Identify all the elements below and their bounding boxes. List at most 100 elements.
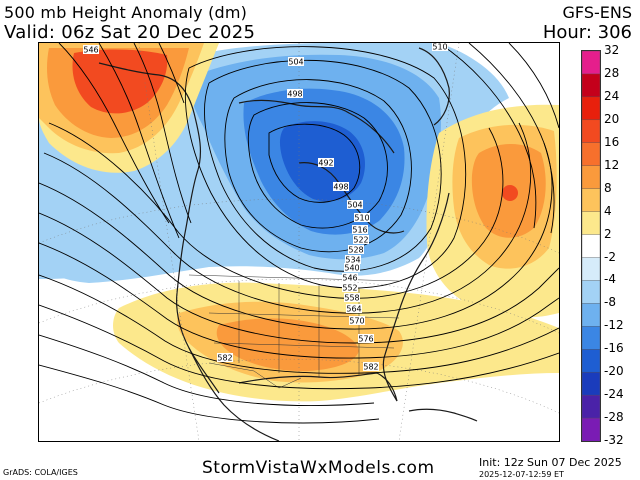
- chart-title: 500 mb Height Anomaly (dm): [4, 3, 248, 22]
- colorbar-swatch: [582, 96, 600, 121]
- colorbar-swatch: [582, 303, 600, 327]
- svg-text:510: 510: [354, 214, 369, 223]
- coastline-greenland: [418, 47, 450, 126]
- warm-anomaly-atlantic-red: [502, 185, 518, 201]
- coastline-gulf: [238, 372, 398, 402]
- contour-9: [39, 212, 559, 344]
- svg-text:510: 510: [432, 43, 447, 52]
- contour-label: 546: [342, 273, 358, 283]
- coastline-west: [98, 62, 220, 394]
- svg-text:546: 546: [83, 46, 98, 55]
- svg-text:582: 582: [363, 363, 378, 372]
- colorbar-swatch: [582, 280, 600, 305]
- colorbar-label: -8: [604, 295, 616, 310]
- valid-time: Valid: 06z Sat 20 Dec 2025: [4, 22, 256, 43]
- contour-14: [39, 364, 380, 424]
- contour-6: [48, 122, 504, 299]
- contour-5: [184, 46, 467, 289]
- svg-text:498: 498: [333, 183, 348, 192]
- map-svg: 546 504 498 492 498 504 510 516: [39, 43, 559, 441]
- colorbar-label: -16: [604, 341, 624, 356]
- contour-label: 510: [354, 213, 370, 223]
- contour-7: [43, 122, 532, 314]
- contour-label: 510: [432, 43, 448, 52]
- svg-text:528: 528: [348, 246, 363, 255]
- contour-label: 582: [217, 353, 233, 363]
- svg-text:522: 522: [353, 236, 368, 245]
- colorbar-swatch: [582, 371, 600, 396]
- border-state-e: [208, 312, 400, 319]
- contour-label: 570: [349, 316, 365, 326]
- colorbar-label: -2: [604, 249, 616, 264]
- contour-19: [438, 43, 537, 229]
- coastline-east: [382, 192, 450, 402]
- contour-10: [39, 242, 559, 359]
- colorbar-swatch: [582, 142, 600, 167]
- cool-anomaly-light-west: [39, 133, 131, 279]
- colorbar-swatch: [582, 417, 600, 441]
- colorbar-swatch: [582, 119, 600, 144]
- colorbar-swatch: [582, 73, 600, 98]
- contour-label: 558: [344, 293, 360, 303]
- svg-text:558: 558: [344, 294, 359, 303]
- contour-16: [98, 43, 180, 239]
- colorbar-swatch: [582, 165, 600, 190]
- colorbar-swatch: [582, 188, 600, 213]
- border-state-f: [213, 342, 395, 349]
- contour-label: 498: [333, 182, 349, 192]
- svg-text:540: 540: [344, 264, 359, 273]
- svg-text:552: 552: [342, 284, 357, 293]
- coastline-arctic: [238, 99, 395, 154]
- init-time: Init: 12z Sun 07 Dec 2025: [479, 456, 622, 469]
- generated-timestamp: 2025-12-07-12:59 ET: [479, 470, 564, 479]
- contour-label: 492: [318, 158, 334, 168]
- colorbar-swatch: [582, 326, 600, 350]
- colorbar-swatch: [582, 257, 600, 282]
- svg-text:546: 546: [342, 274, 357, 283]
- svg-text:576: 576: [358, 335, 373, 344]
- contour-13: [39, 334, 375, 406]
- contour-18: [158, 43, 185, 104]
- contour-label: 498: [287, 89, 303, 99]
- border-us-canada: [188, 274, 400, 282]
- colorbar-label: 8: [604, 180, 612, 195]
- contour-label: 534: [345, 255, 361, 265]
- svg-text:516: 516: [352, 226, 367, 235]
- height-contours: [39, 43, 559, 424]
- colorbar-label: 16: [604, 134, 620, 149]
- colorbar-label: 20: [604, 111, 620, 126]
- model-name: GFS-ENS: [562, 3, 632, 22]
- anomaly-colorbar: [581, 50, 601, 442]
- contour-11: [39, 274, 559, 374]
- contour-12: [39, 304, 559, 390]
- contour-label: 564: [346, 304, 362, 314]
- contour-21: [508, 43, 559, 129]
- contour-15: [58, 43, 170, 224]
- svg-text:492: 492: [318, 159, 333, 168]
- contour-17: [133, 43, 192, 224]
- colorbar-swatch: [582, 211, 600, 236]
- contour-20: [468, 43, 555, 234]
- colorbar-label: -32: [604, 433, 624, 447]
- colorbar-label: -12: [604, 318, 624, 333]
- coastline-mexico: [188, 347, 280, 441]
- svg-text:504: 504: [288, 58, 303, 67]
- contour-label: 552: [342, 283, 358, 293]
- borders: [188, 274, 400, 389]
- contour-label: 576: [358, 334, 374, 344]
- contour-label: 582: [363, 362, 379, 372]
- colorbar-label: 24: [604, 88, 620, 103]
- colorbar-label: -24: [604, 387, 624, 402]
- border-us-mexico: [208, 362, 302, 389]
- contour-8: [39, 142, 553, 330]
- contour-label: 522: [353, 235, 369, 245]
- anomaly-map: 546 504 498 492 498 504 510 516: [38, 42, 560, 442]
- svg-text:564: 564: [346, 305, 361, 314]
- site-name: StormVistaWxModels.com: [202, 458, 435, 478]
- colorbar-label: -28: [604, 410, 624, 425]
- svg-text:498: 498: [287, 90, 302, 99]
- colorbar-swatch: [582, 234, 600, 259]
- forecast-hour: Hour: 306: [542, 22, 632, 43]
- svg-text:504: 504: [347, 201, 362, 210]
- colorbar-label: 12: [604, 157, 620, 172]
